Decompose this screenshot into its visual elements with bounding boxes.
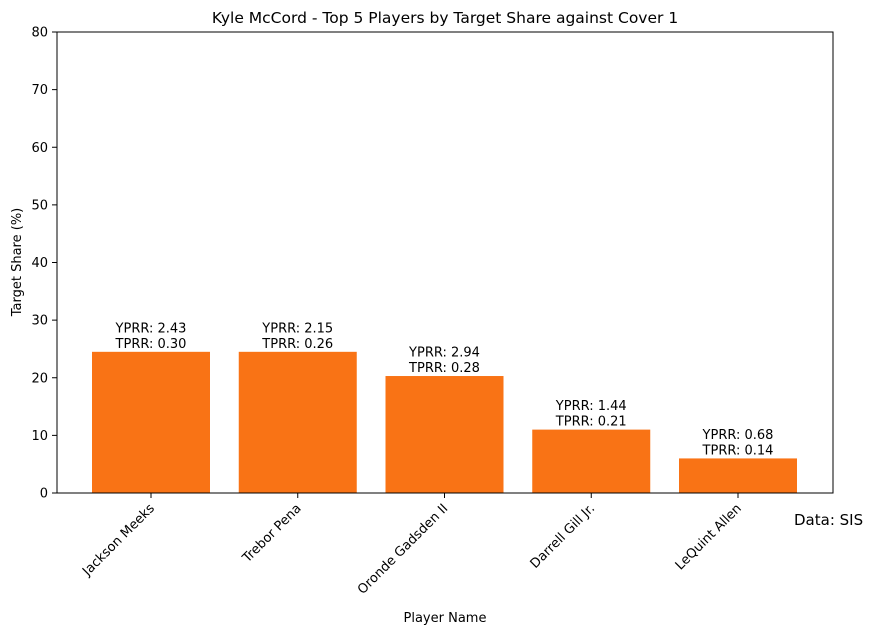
- x-axis: Jackson Meeks Trebor Pena Oronde Gadsden I…: [79, 493, 745, 598]
- x-tick-label: Oronde Gadsden II: [355, 501, 451, 597]
- bar-data-label: YPRR: 2.43: [115, 321, 187, 336]
- bar-data-label: TPRR: 0.28: [408, 361, 480, 376]
- y-tick-label: 50: [31, 198, 48, 213]
- bar: [238, 351, 357, 493]
- x-axis-label: Player Name: [404, 611, 487, 626]
- y-axis: 0 10 20 30 40 50 60 70 80: [31, 26, 57, 502]
- bars: [92, 351, 797, 493]
- bar-data-label: TPRR: 0.26: [261, 337, 333, 352]
- y-axis-label: Target Share (%): [10, 208, 25, 318]
- y-tick-label: 10: [31, 429, 48, 444]
- bar-data-label: YPRR: 2.94: [408, 346, 480, 361]
- bar-data-label: YPRR: 2.15: [261, 321, 333, 336]
- x-tick-label: LeQuint Allen: [673, 501, 745, 573]
- y-tick-label: 30: [31, 314, 48, 329]
- chart-title: Kyle McCord - Top 5 Players by Target Sh…: [212, 9, 678, 27]
- bar-data-label: YPRR: 1.44: [555, 399, 627, 414]
- x-tick-label: Darrell Gill Jr.: [528, 501, 598, 571]
- y-tick-label: 40: [31, 256, 48, 271]
- y-tick-label: 80: [31, 26, 48, 41]
- y-tick-label: 0: [40, 487, 48, 502]
- bar: [532, 429, 651, 493]
- bar-data-label: YPRR: 0.68: [702, 428, 774, 443]
- bar: [385, 376, 504, 493]
- y-tick-label: 70: [31, 83, 48, 98]
- bar-data-label: TPRR: 0.21: [555, 415, 627, 430]
- bar: [679, 458, 797, 493]
- bar-data-label: TPRR: 0.14: [702, 443, 774, 458]
- y-tick-label: 60: [31, 141, 48, 156]
- x-tick-label: Trebor Pena: [239, 501, 304, 566]
- bar: [92, 351, 210, 493]
- bar-data-label: TPRR: 0.30: [115, 337, 187, 352]
- y-tick-label: 20: [31, 371, 48, 386]
- x-tick-label: Jackson Meeks: [79, 501, 158, 580]
- source-note: Data: SIS: [794, 511, 863, 529]
